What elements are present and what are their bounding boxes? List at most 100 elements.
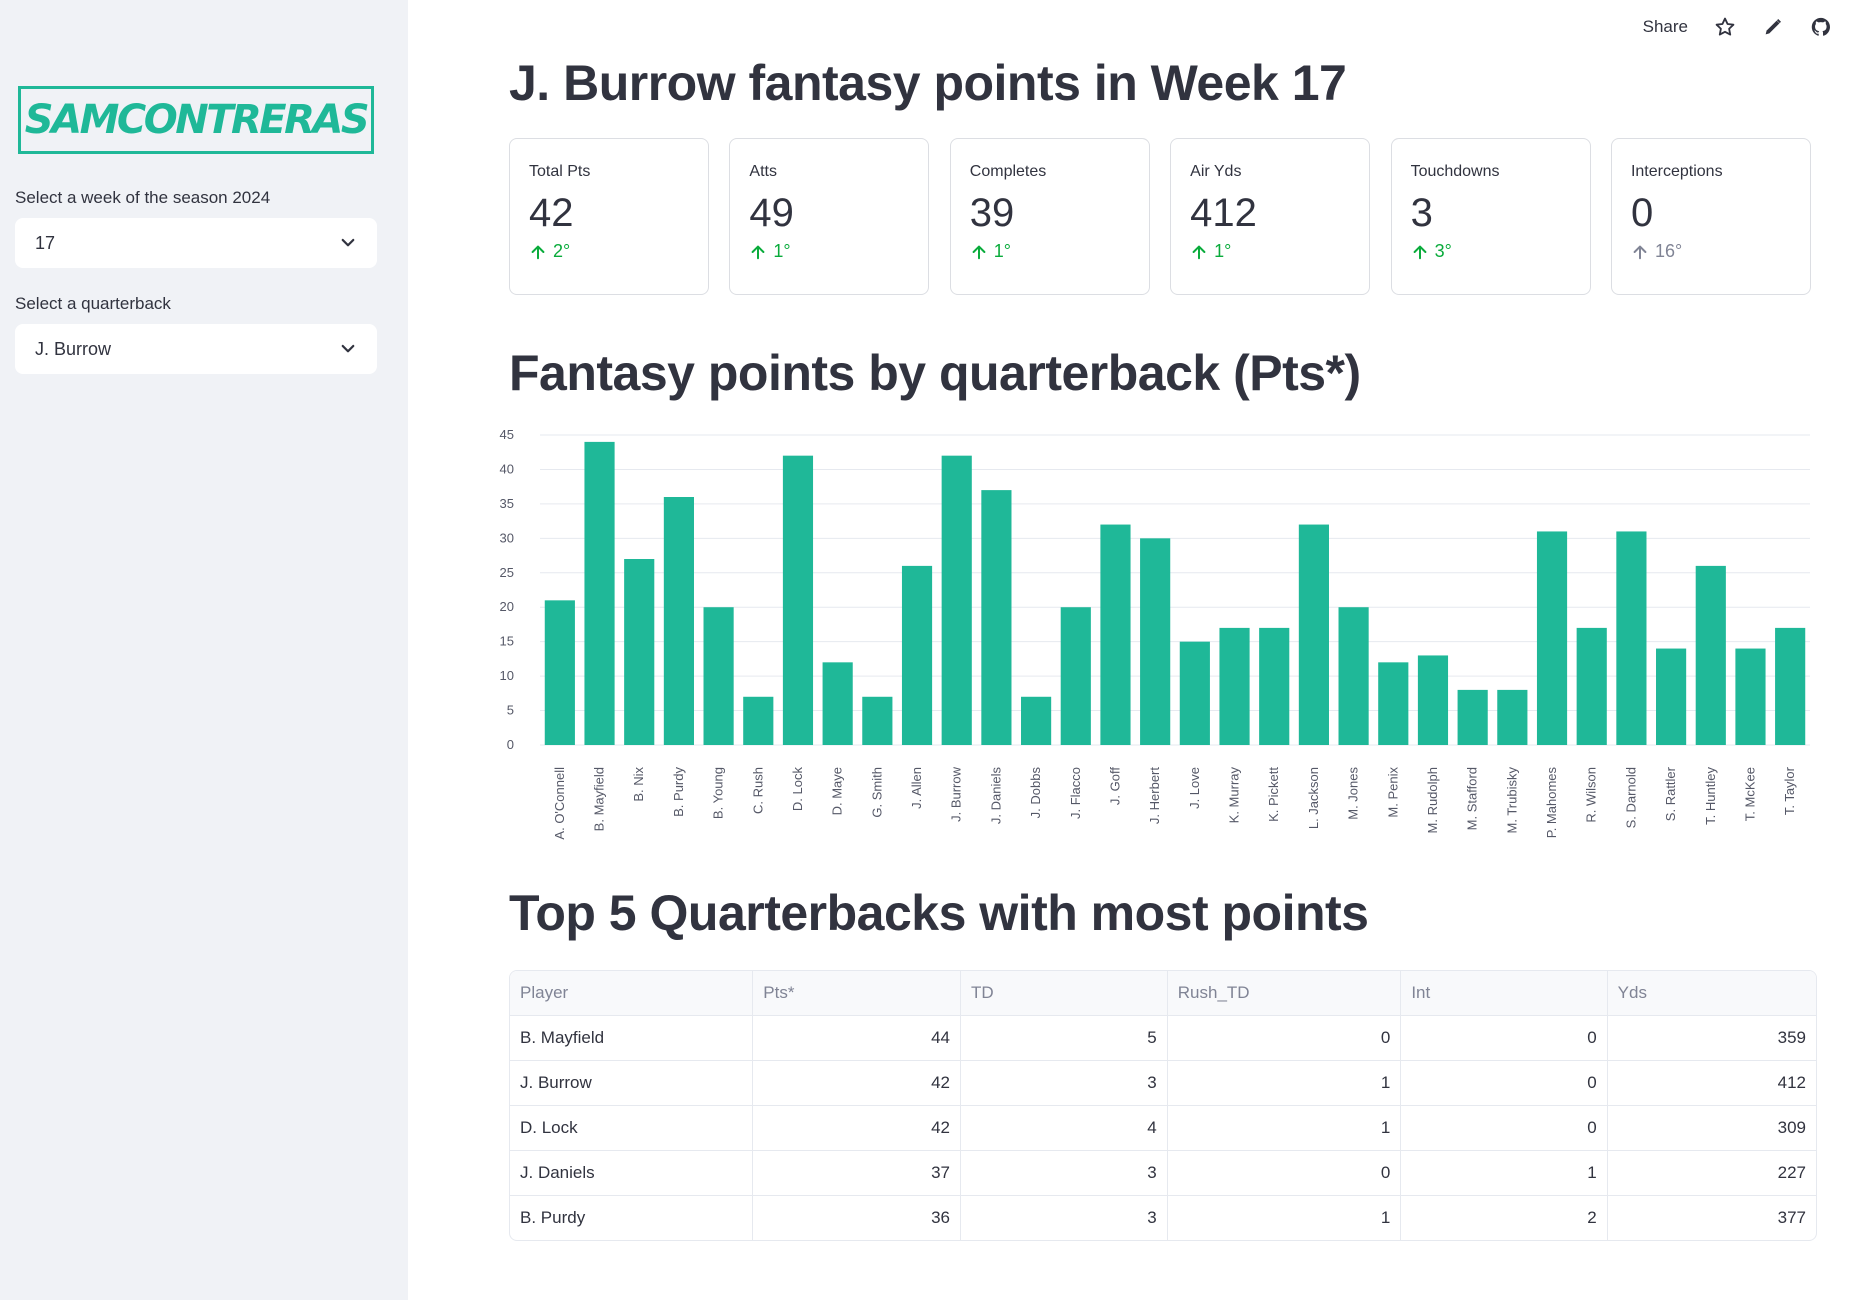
stat-cell[interactable]: 5 [960, 1015, 1168, 1061]
stat-cell[interactable]: 3 [960, 1060, 1168, 1106]
x-tick-label: M. Rudolph [1425, 767, 1440, 833]
bar[interactable] [822, 662, 853, 745]
stat-cell[interactable]: 3 [960, 1150, 1168, 1196]
column-header[interactable]: Player [510, 971, 754, 1016]
share-button[interactable]: Share [1642, 17, 1688, 36]
metric-delta-value: 16° [1654, 241, 1683, 261]
bar[interactable] [1656, 648, 1687, 745]
bar[interactable] [1695, 565, 1726, 745]
bar[interactable] [584, 441, 615, 745]
stat-cell[interactable]: 412 [1607, 1060, 1816, 1106]
column-header[interactable]: TD [960, 971, 1168, 1016]
player-cell[interactable]: B. Mayfield [510, 1015, 754, 1061]
stat-cell[interactable]: 0 [1400, 1105, 1608, 1151]
bar[interactable] [1616, 531, 1647, 745]
metric-label: Interceptions [1630, 163, 1723, 180]
column-header[interactable]: Rush_TD [1167, 971, 1402, 1016]
bar[interactable] [1298, 524, 1329, 745]
brand-logo: SAMCONTRERAS [18, 86, 374, 154]
sidebar: SAMCONTRERAS Select a week of the season… [0, 0, 408, 1300]
player-cell[interactable]: D. Lock [510, 1105, 754, 1151]
bar[interactable] [1140, 538, 1171, 745]
bar[interactable] [1378, 662, 1409, 745]
stat-cell[interactable]: 0 [1400, 1015, 1608, 1061]
x-tick-label: S. Rattler [1663, 766, 1678, 821]
bar[interactable] [624, 559, 655, 745]
bar[interactable] [1338, 607, 1369, 745]
bar[interactable] [703, 607, 734, 745]
metric-delta: 2° [529, 241, 689, 262]
metric-value: 49 [749, 191, 794, 235]
column-header[interactable]: Pts* [752, 971, 961, 1016]
stat-cell[interactable]: 42 [752, 1105, 961, 1151]
column-header[interactable]: Yds [1607, 971, 1816, 1016]
x-tick-label: J. Herbert [1147, 767, 1162, 824]
bar[interactable] [1576, 627, 1607, 745]
stat-cell[interactable]: 37 [752, 1150, 961, 1196]
bar[interactable] [862, 696, 893, 745]
stat-cell[interactable]: 2 [1400, 1195, 1608, 1240]
stat-cell[interactable]: 44 [752, 1015, 961, 1061]
bar[interactable] [1259, 627, 1290, 745]
bar[interactable] [1497, 689, 1528, 745]
bar[interactable] [1735, 648, 1766, 745]
metric-value: 39 [969, 191, 1015, 235]
player-cell[interactable]: B. Purdy [510, 1195, 754, 1240]
stat-cell[interactable]: 4 [960, 1105, 1168, 1151]
bar[interactable] [901, 565, 933, 745]
star-icon[interactable] [1714, 16, 1736, 38]
y-tick-label: 30 [500, 530, 514, 545]
bar[interactable] [663, 497, 694, 745]
bar[interactable] [1417, 655, 1449, 745]
stat-cell[interactable]: 1 [1400, 1150, 1608, 1196]
bar[interactable] [1457, 689, 1488, 745]
bar[interactable] [941, 455, 972, 745]
bar[interactable] [544, 600, 575, 745]
bar[interactable] [1179, 641, 1210, 745]
bar[interactable] [782, 455, 814, 745]
x-tick-label: T. McKee [1742, 767, 1757, 821]
arrow-up-icon [752, 245, 765, 259]
stat-cell[interactable]: 377 [1777, 1208, 1806, 1227]
bar[interactable] [1100, 524, 1131, 745]
edit-icon[interactable] [1762, 16, 1784, 38]
bar[interactable] [1060, 607, 1091, 745]
logo-text: SAMCONTRERAS [24, 97, 370, 143]
stat-cell[interactable]: 227 [1607, 1150, 1816, 1196]
chevron-down-icon [341, 344, 355, 353]
stat-cell[interactable]: 0 [1167, 1015, 1402, 1061]
stat-cell[interactable]: 3 [960, 1195, 1168, 1240]
table-row: J. Daniels 37 3 0 1 227 [510, 1150, 1816, 1196]
player-cell[interactable]: J. Burrow [510, 1060, 754, 1106]
metric-card: Total Pts 42 2° [509, 138, 709, 295]
github-icon[interactable] [1810, 16, 1832, 38]
bar[interactable] [981, 490, 1012, 745]
bar[interactable] [743, 696, 774, 745]
week-select[interactable]: 17 [15, 218, 377, 268]
stat-cell[interactable]: 42 [752, 1060, 961, 1106]
table-row: B. Purdy 36 3 1 2 377 [510, 1195, 1816, 1240]
metric-card: Air Yds 412 1° [1170, 138, 1371, 295]
stat-cell[interactable]: 1 [1167, 1060, 1402, 1106]
arrow-up-icon [972, 245, 986, 259]
bar[interactable] [1021, 696, 1052, 745]
metric-label: Touchdowns [1410, 163, 1500, 180]
bar[interactable] [1219, 627, 1250, 745]
stat-cell[interactable]: 36 [752, 1195, 961, 1240]
stat-cell[interactable]: 0 [1400, 1060, 1608, 1106]
stat-cell[interactable]: 309 [1607, 1105, 1816, 1151]
metric-delta: 1° [970, 241, 1130, 262]
bar[interactable] [1775, 627, 1806, 745]
x-tick-label: R. Wilson [1584, 767, 1599, 823]
bar[interactable] [1536, 531, 1568, 745]
column-header[interactable]: Int [1400, 971, 1608, 1016]
stat-cell[interactable]: 1 [1167, 1105, 1402, 1151]
qb-select[interactable]: J. Burrow [15, 324, 377, 374]
metric-value: 3 [1410, 191, 1433, 235]
metric-delta: 1° [749, 241, 909, 262]
metric-delta: 3° [1411, 241, 1571, 262]
stat-cell[interactable]: 1 [1167, 1195, 1402, 1240]
stat-cell[interactable]: 0 [1167, 1150, 1402, 1196]
stat-cell[interactable]: 359 [1607, 1015, 1816, 1061]
player-cell[interactable]: J. Daniels [510, 1150, 754, 1196]
